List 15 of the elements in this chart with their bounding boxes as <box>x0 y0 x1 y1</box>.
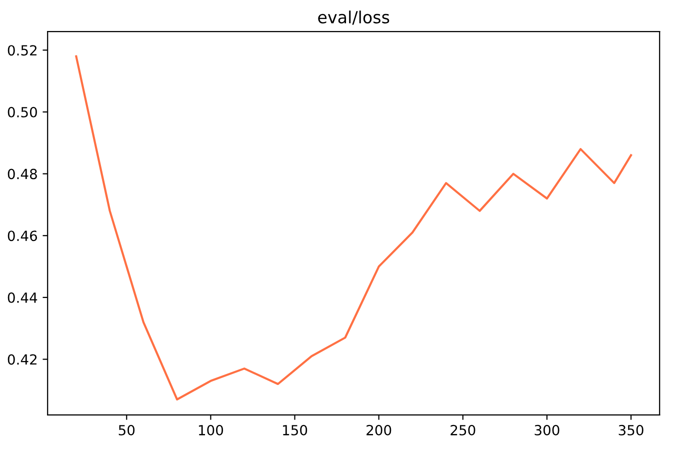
y-tick-label: 0.46 <box>8 230 38 242</box>
y-tick-label: 0.42 <box>8 354 36 365</box>
x-tick-label: 150 <box>283 424 308 436</box>
y-tick-label: 0.48 <box>8 168 37 180</box>
y-tick-label: 0.44 <box>8 292 38 303</box>
x-tick-label: 50 <box>118 424 135 436</box>
chart-title: eval/loss <box>318 10 390 25</box>
x-tick-label: 300 <box>534 424 560 436</box>
y-tick-label: 0.52 <box>8 45 36 56</box>
x-tick-label: 250 <box>450 424 476 436</box>
x-tick-label: 350 <box>618 424 644 436</box>
x-tick-label: 100 <box>198 424 224 436</box>
x-tick-label: 200 <box>366 424 392 436</box>
line-series <box>75 55 632 401</box>
y-tick-label: 0.50 <box>8 106 37 118</box>
